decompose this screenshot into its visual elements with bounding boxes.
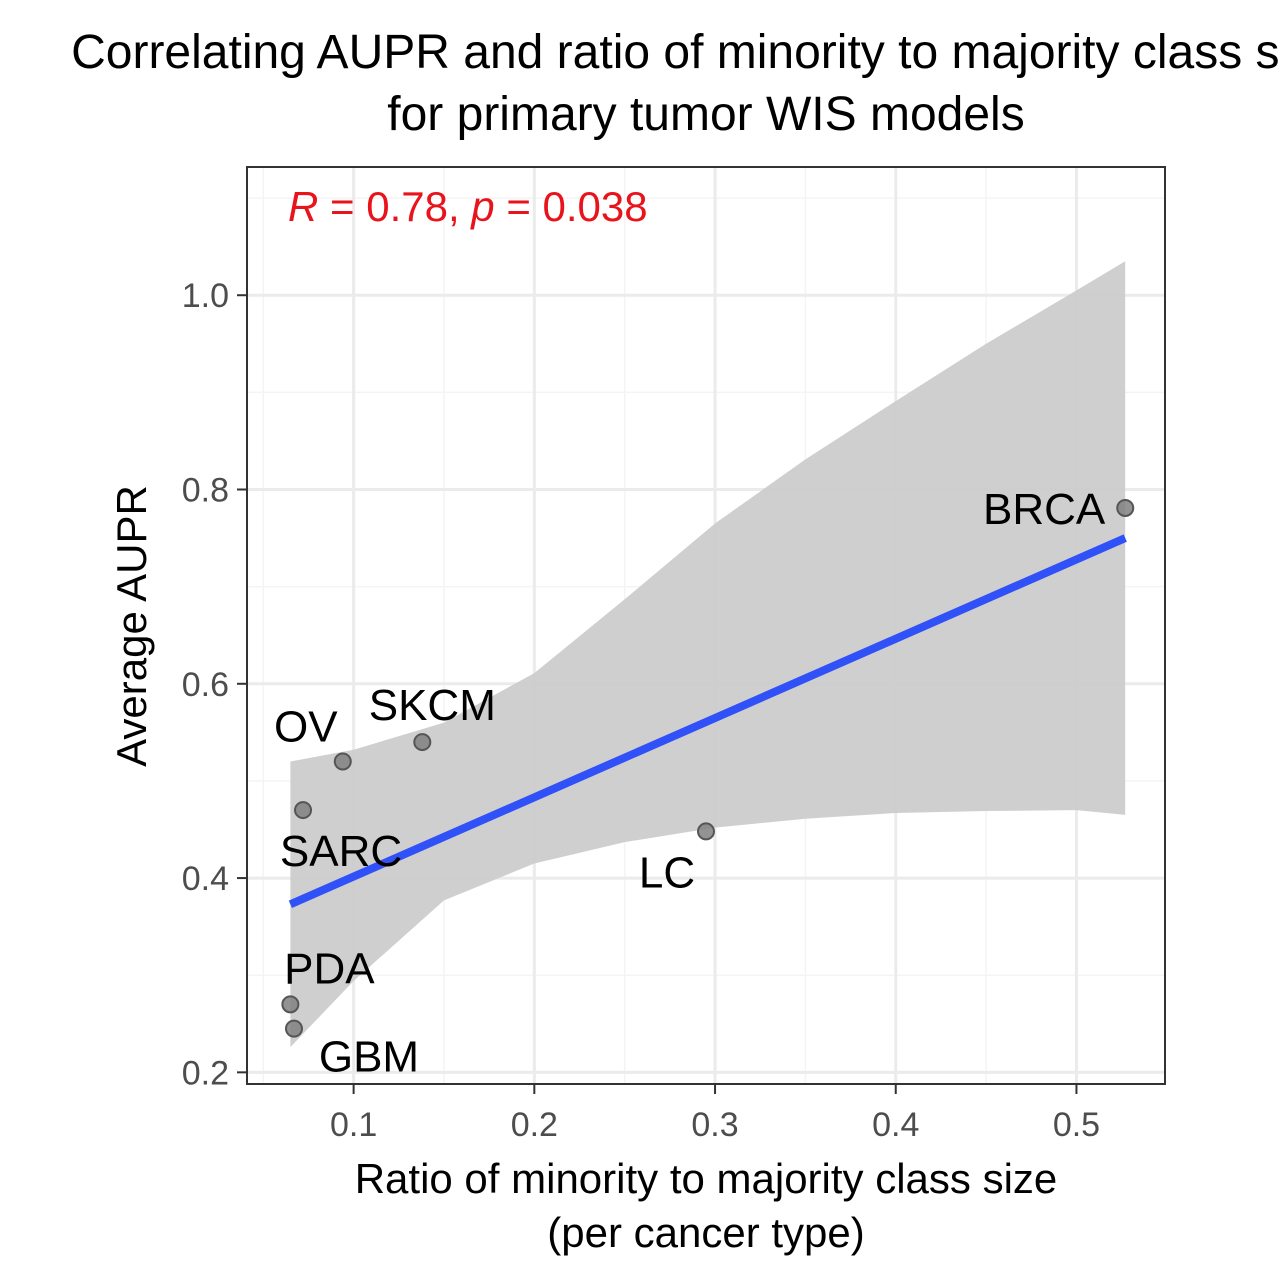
r-symbol: R [288, 183, 318, 230]
panel-border [246, 166, 1166, 1085]
x-tick-label: 0.4 [872, 1106, 919, 1144]
y-tick-label: 0.8 [182, 472, 229, 510]
correlation-annotation: R = 0.78, p = 0.038 [288, 183, 648, 230]
y-tick-label: 1.0 [182, 277, 229, 315]
point-label-brca: BRCA [983, 485, 1106, 534]
chart-subtitle: for primary tumor WIS models [387, 88, 1024, 141]
x-axis-title: Ratio of minority to majority class size [355, 1155, 1058, 1202]
plot-panel: BRCA SKCM OV SARC LC PDA GBM R = 0.78, p = 0.0… [246, 166, 1166, 1085]
p-symbol: p [469, 183, 494, 230]
point-label-ov: OV [274, 702, 338, 751]
r-value: = 0.78, [318, 183, 471, 230]
data-point-sarc [294, 801, 313, 820]
point-label-skcm: SKCM [369, 681, 496, 730]
y-tick-label: 0.6 [182, 666, 229, 704]
data-point-ov [333, 752, 352, 771]
data-point-pda [281, 995, 300, 1014]
point-label-gbm: GBM [319, 1033, 419, 1082]
chart-title: Correlating AUPR and ratio of minority t… [71, 26, 1280, 79]
regression-line [288, 534, 1127, 908]
y-axis-title: Average AUPR [108, 485, 155, 767]
x-axis: 0.1 0.2 0.3 0.4 0.5 [330, 1084, 1100, 1144]
data-point-lc [697, 822, 715, 841]
data-point-brca [1116, 498, 1135, 517]
y-axis: 0.2 0.4 0.6 0.8 1.0 [182, 277, 247, 1092]
y-tick-label: 0.2 [182, 1054, 229, 1092]
x-tick-label: 0.2 [511, 1106, 558, 1144]
x-tick-label: 0.3 [691, 1106, 738, 1144]
confidence-band [290, 261, 1126, 1048]
x-axis-title-line2: (per cancer type) [547, 1209, 864, 1256]
y-tick-label: 0.4 [182, 860, 229, 898]
point-label-sarc: SARC [280, 827, 402, 876]
data-points [281, 498, 1135, 1038]
data-point-skcm [413, 733, 432, 752]
p-value: = 0.038 [495, 183, 648, 230]
point-label-pda: PDA [284, 944, 375, 993]
point-labels: BRCA SKCM OV SARC LC PDA GBM [274, 485, 1106, 1082]
x-tick-label: 0.1 [330, 1106, 377, 1144]
point-label-lc: LC [639, 848, 695, 897]
x-tick-label: 0.5 [1053, 1106, 1100, 1144]
data-point-gbm [284, 1019, 303, 1038]
